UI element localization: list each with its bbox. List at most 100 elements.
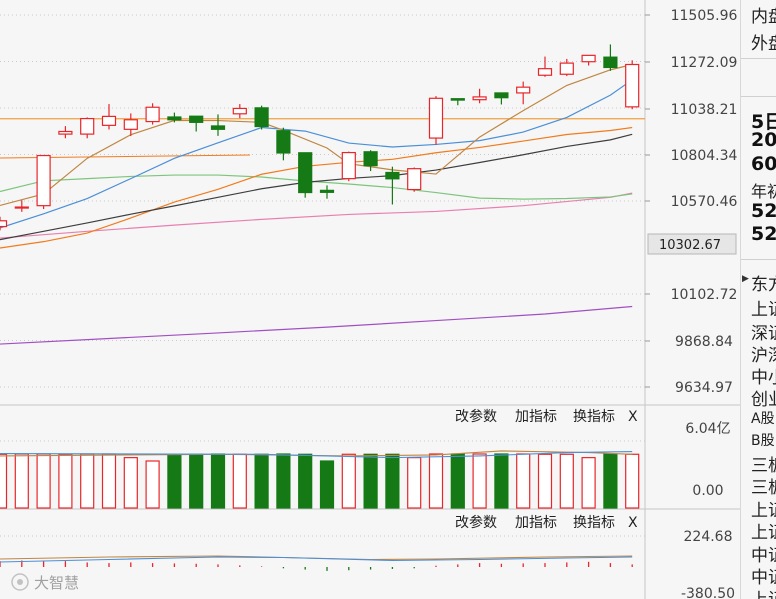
indicator-axis-label: 224.68: [684, 529, 733, 545]
sidebar-outer-volume-label: 外盘: [751, 34, 776, 54]
sidebar-60-label: 60: [751, 153, 776, 175]
index-b-shares[interactable]: B股: [751, 433, 775, 449]
candle-body: [167, 116, 182, 121]
add-indicator-button[interactable]: 加指标: [515, 409, 557, 425]
index-a-shares[interactable]: A股: [751, 411, 775, 427]
sidebar-ytd-label: 年初: [751, 182, 776, 201]
price-axis-label: 9868.84: [675, 334, 733, 350]
index-shanghai[interactable]: 上证: [751, 300, 776, 320]
volume-bar: [407, 457, 422, 509]
candle-body: [123, 119, 138, 130]
volume-bar: [559, 453, 574, 509]
volume-bar: [428, 453, 444, 509]
volume-ma-line-2: [0, 451, 633, 459]
candle-body: [559, 62, 574, 75]
volume-bar: [210, 453, 226, 509]
ma10-line: [0, 79, 633, 229]
add-indicator-button-2[interactable]: 加指标: [515, 515, 557, 531]
sidebar-52-high-label: 52: [751, 200, 776, 222]
volume-bar: [0, 453, 8, 509]
index-shangzheng-2[interactable]: 上证: [751, 523, 776, 543]
candle-body: [254, 107, 269, 128]
volume-bar: [581, 457, 596, 509]
sidebar-5day-label: 5日: [751, 111, 776, 133]
chart-canvas[interactable]: 11505.96 11272.09 11038.21 10804.34 10570.46…: [0, 0, 740, 599]
price-axis-label: 10570.46: [671, 194, 738, 210]
volume-axis-label: 6.04亿: [685, 421, 730, 437]
volume-bar: [625, 453, 640, 509]
volume-bar: [189, 453, 204, 509]
index-sanban-1[interactable]: 三板: [751, 456, 776, 476]
index-zhongzheng-1[interactable]: 中证: [751, 546, 776, 566]
candle-body: [189, 115, 204, 123]
index-shangzheng-1[interactable]: 上证: [751, 501, 776, 521]
volume-bar: [254, 453, 269, 509]
index-chuangye[interactable]: 创业: [751, 390, 776, 410]
close-volume-panel-button[interactable]: X: [628, 409, 638, 425]
candle-body: [319, 189, 335, 193]
candle-body: [341, 151, 356, 180]
change-params-button[interactable]: 改参数: [455, 408, 497, 425]
candle-body: [101, 115, 117, 126]
price-axis-label: 11272.09: [671, 55, 738, 71]
candle-body: [36, 154, 51, 207]
candle-body: [14, 206, 29, 209]
candle-body: [407, 168, 422, 191]
volume-bar: [58, 453, 73, 509]
candle-body: [625, 63, 640, 108]
ma20-line: [0, 133, 633, 241]
candle-body: [232, 107, 247, 115]
sidebar-arrow-icon: ▶: [742, 274, 749, 284]
volume-bar: [298, 453, 313, 509]
volume-bar: [603, 453, 618, 509]
ma30-line: [0, 126, 633, 249]
volume-bar: [363, 453, 378, 509]
index-hushen[interactable]: 沪深: [751, 346, 776, 366]
volume-bar: [537, 453, 553, 509]
candle-body: [428, 97, 444, 139]
ma5-line: [0, 63, 633, 207]
volume-bar: [319, 460, 335, 509]
index-sanban-2[interactable]: 三板: [751, 478, 776, 498]
candle-body: [210, 125, 226, 130]
sidebar-inner-volume-label: 内盘: [751, 7, 776, 27]
candle-body: [516, 86, 531, 94]
index-zhongzheng-2[interactable]: 中证: [751, 568, 776, 588]
watermark-logo-icon: [11, 573, 29, 591]
candle-body: [385, 171, 400, 180]
indicator-line-2: [0, 556, 633, 563]
candle-body: [298, 152, 313, 194]
candle-body: [80, 117, 95, 135]
volume-bar: [276, 453, 291, 509]
sidebar-52-low-label: 52: [751, 223, 776, 245]
price-axis-label: 11505.96: [671, 8, 738, 24]
volume-bar: [167, 453, 182, 509]
volume-bar: [36, 453, 51, 509]
current-price-label: 10302.67: [659, 238, 721, 253]
index-zhongxiao[interactable]: 中小: [751, 368, 776, 388]
change-params-button-2[interactable]: 改参数: [455, 514, 497, 531]
candle-body: [537, 68, 553, 76]
watermark-text: 大智慧: [34, 574, 79, 592]
index-shenzhen[interactable]: 深证: [751, 324, 776, 344]
index-shangzheng-3[interactable]: 上证: [751, 585, 776, 599]
candle-body: [603, 56, 618, 69]
price-axis-label: 9634.97: [675, 380, 733, 396]
volume-axis-label: 0.00: [692, 483, 723, 499]
volume-bar: [472, 453, 487, 509]
candle-body: [0, 220, 8, 228]
switch-indicator-button-2[interactable]: 换指标: [573, 514, 615, 531]
index-dongfang[interactable]: 东方: [751, 275, 776, 295]
volume-bar: [516, 453, 531, 509]
switch-indicator-button[interactable]: 换指标: [573, 408, 615, 425]
volume-bar: [80, 453, 95, 509]
quote-info-sidebar: 内盘 外盘 5日 20 60 年初 52 52 ▶ 东方 上证 深证 沪深 中小…: [740, 0, 776, 599]
candle-body: [276, 130, 291, 154]
volume-bar: [232, 453, 247, 509]
close-indicator-panel-button[interactable]: X: [628, 515, 638, 531]
volume-bar: [450, 453, 465, 509]
sidebar-20-label: 20: [751, 129, 776, 151]
price-axis-label: 10102.72: [671, 287, 738, 303]
volume-bar: [494, 453, 509, 509]
